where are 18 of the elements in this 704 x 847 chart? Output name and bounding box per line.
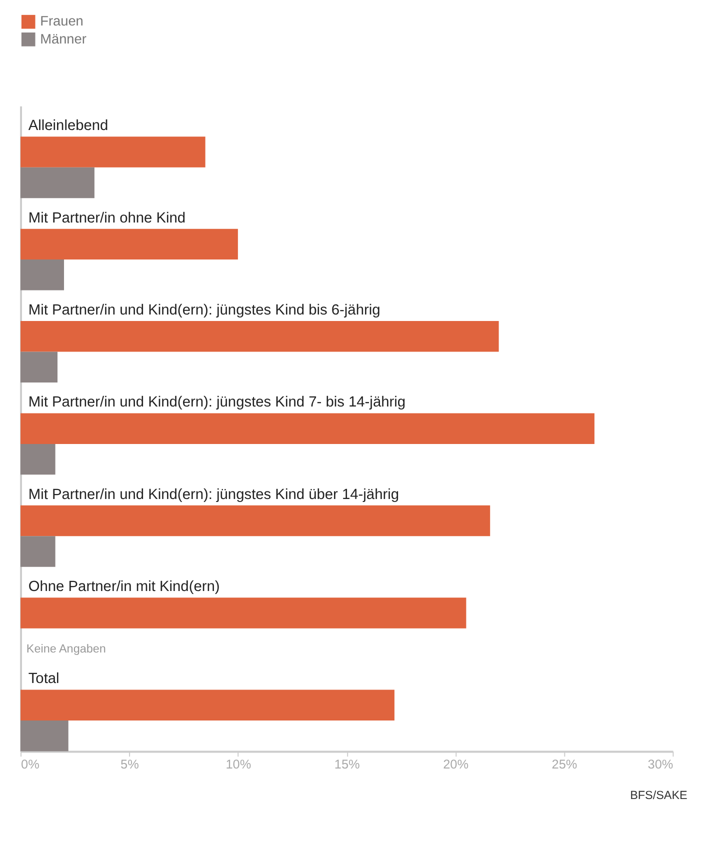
text: BFS/SAKE <box>630 789 688 802</box>
y-tick-label: Mit Partner/in und Kind(ern): jüngstes Kind über 14-jährig <box>28 486 400 503</box>
x-tick-label: 20% <box>443 756 469 772</box>
y-tick-label: Ohne Partner/in mit Kind(ern) <box>28 579 220 596</box>
x-tick-label: 15% <box>334 756 360 772</box>
annotation: Keine Angaben <box>26 642 106 656</box>
x-tick-label: 5% <box>120 756 139 772</box>
y-tick-label: Mit Partner/in ohne Kind <box>28 210 186 226</box>
y-tick-label: Total <box>28 671 60 688</box>
x-tick-label: 30% <box>648 756 674 772</box>
legend-label: Frauen <box>40 14 84 29</box>
x-tick-label: 25% <box>552 756 578 772</box>
y-tick-label: Mit Partner/in und Kind(ern): jüngstes Kind bis 6-jährig <box>28 302 380 318</box>
x-tick-label: 10% <box>226 756 252 772</box>
y-tick-label: Mit Partner/in und Kind(ern): jüngstes Kind 7- bis 14-jährig <box>28 394 406 411</box>
legend-label: Männer <box>40 31 87 46</box>
y-tick-label: Alleinlebend <box>28 118 108 134</box>
x-tick-label: 0% <box>21 756 40 772</box>
